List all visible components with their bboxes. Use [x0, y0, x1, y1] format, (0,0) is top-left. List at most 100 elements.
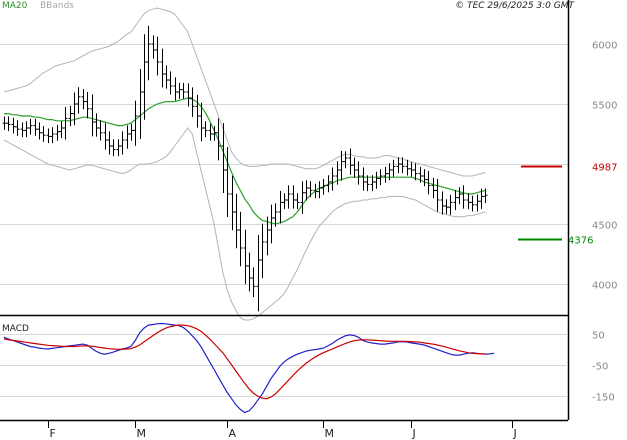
price-bar: [11, 117, 16, 134]
macd-lines: [3, 322, 495, 414]
price-bar: [37, 122, 42, 140]
price-bar: [326, 175, 331, 193]
price-bar: [282, 193, 287, 210]
price-bar: [391, 159, 396, 177]
price-bar: [111, 139, 116, 157]
price-bar: [466, 193, 471, 210]
price-bar: [81, 89, 86, 110]
price-bar: [46, 128, 51, 144]
price-bar: [155, 36, 160, 76]
price-bar: [129, 123, 134, 141]
price-bar: [483, 188, 488, 204]
price-bar: [238, 211, 243, 267]
price-bar: [160, 48, 165, 88]
price-bar: [278, 190, 283, 224]
price-bar: [243, 229, 248, 285]
bband-lower-line: [3, 127, 486, 321]
price-bar: [151, 35, 156, 59]
x-tick-label: J: [513, 427, 517, 440]
price-bar: [116, 139, 121, 157]
macd-line: [3, 322, 495, 414]
price-bar: [15, 120, 20, 136]
price-bar: [98, 120, 103, 141]
macd-y-axis: 50 -50 -150: [592, 331, 615, 404]
resistance-label: 4987: [592, 163, 617, 174]
price-bar: [317, 181, 322, 199]
legend-bbands: BBands: [40, 1, 74, 11]
bband-upper-line: [3, 7, 486, 177]
macd-tick-label: -50: [592, 362, 608, 373]
price-bar: [125, 125, 130, 149]
macd-title: MACD: [2, 324, 29, 334]
price-bar: [76, 87, 81, 114]
chart-credit: © TEC 29/6/2025 3:0 GMT: [455, 1, 575, 11]
price-bar: [356, 161, 361, 185]
price-bar: [352, 157, 357, 178]
price-bar: [50, 127, 55, 144]
price-bar: [177, 82, 182, 99]
x-tick-label: A: [229, 427, 237, 440]
price-bar: [103, 123, 108, 150]
price-bar: [33, 118, 38, 136]
price-tick-label: 5500: [592, 101, 617, 112]
price-bar: [330, 167, 335, 191]
price-bar: [440, 191, 445, 215]
price-bar: [2, 116, 7, 130]
price-y-axis: 4000 4500 5500 6000: [592, 41, 617, 292]
price-bar: [164, 65, 169, 89]
price-bar: [212, 126, 217, 141]
price-bar: [94, 113, 99, 137]
price-bar: [256, 235, 261, 312]
price-bar: [41, 126, 46, 142]
price-levels: 4987 4376: [518, 163, 617, 247]
price-bar: [251, 267, 256, 297]
price-bar: [142, 34, 147, 120]
price-bar: [308, 181, 313, 198]
price-bar: [448, 194, 453, 215]
price-bar: [24, 121, 29, 138]
price-bar: [339, 151, 344, 181]
ma20-line: [4, 97, 486, 225]
price-bar: [383, 166, 388, 183]
price-bar: [133, 100, 138, 146]
price-bar: [453, 189, 458, 211]
price-bar: [405, 159, 410, 176]
price-bar: [335, 161, 340, 185]
x-tick-label: M: [137, 427, 147, 440]
price-bar: [203, 121, 208, 138]
price-bar: [273, 203, 278, 227]
price-bar: [173, 77, 178, 101]
x-tick-label: F: [50, 427, 56, 440]
price-bar: [387, 163, 392, 181]
price-tick-label: 6000: [592, 41, 617, 52]
price-bar: [321, 178, 326, 195]
price-bar: [479, 188, 484, 209]
price-bar: [221, 123, 226, 193]
price-bar: [470, 195, 475, 212]
bollinger-bands: [3, 7, 486, 321]
price-bar: [418, 166, 423, 183]
price-bar: [230, 175, 235, 231]
price-bar: [146, 25, 151, 81]
price-bar: [400, 157, 405, 174]
price-bar: [295, 193, 300, 210]
price-bar: [225, 147, 230, 217]
price-bar: [286, 185, 291, 209]
price-bar: [435, 178, 440, 212]
price-bar: [260, 223, 265, 279]
price-bar: [409, 162, 414, 177]
x-tick-label: M: [325, 427, 335, 440]
price-bar: [6, 116, 11, 132]
price-bar: [348, 148, 353, 175]
price-bar: [426, 171, 431, 195]
ma20-path: [4, 97, 486, 225]
price-bar: [55, 124, 60, 141]
price-bar: [20, 122, 25, 138]
price-bar: [190, 87, 195, 117]
macd-tick-label: 50: [592, 331, 605, 342]
macd-tick-label: -150: [592, 393, 615, 404]
price-bar: [138, 69, 143, 139]
price-bar: [72, 92, 77, 126]
price-bar: [365, 175, 370, 192]
